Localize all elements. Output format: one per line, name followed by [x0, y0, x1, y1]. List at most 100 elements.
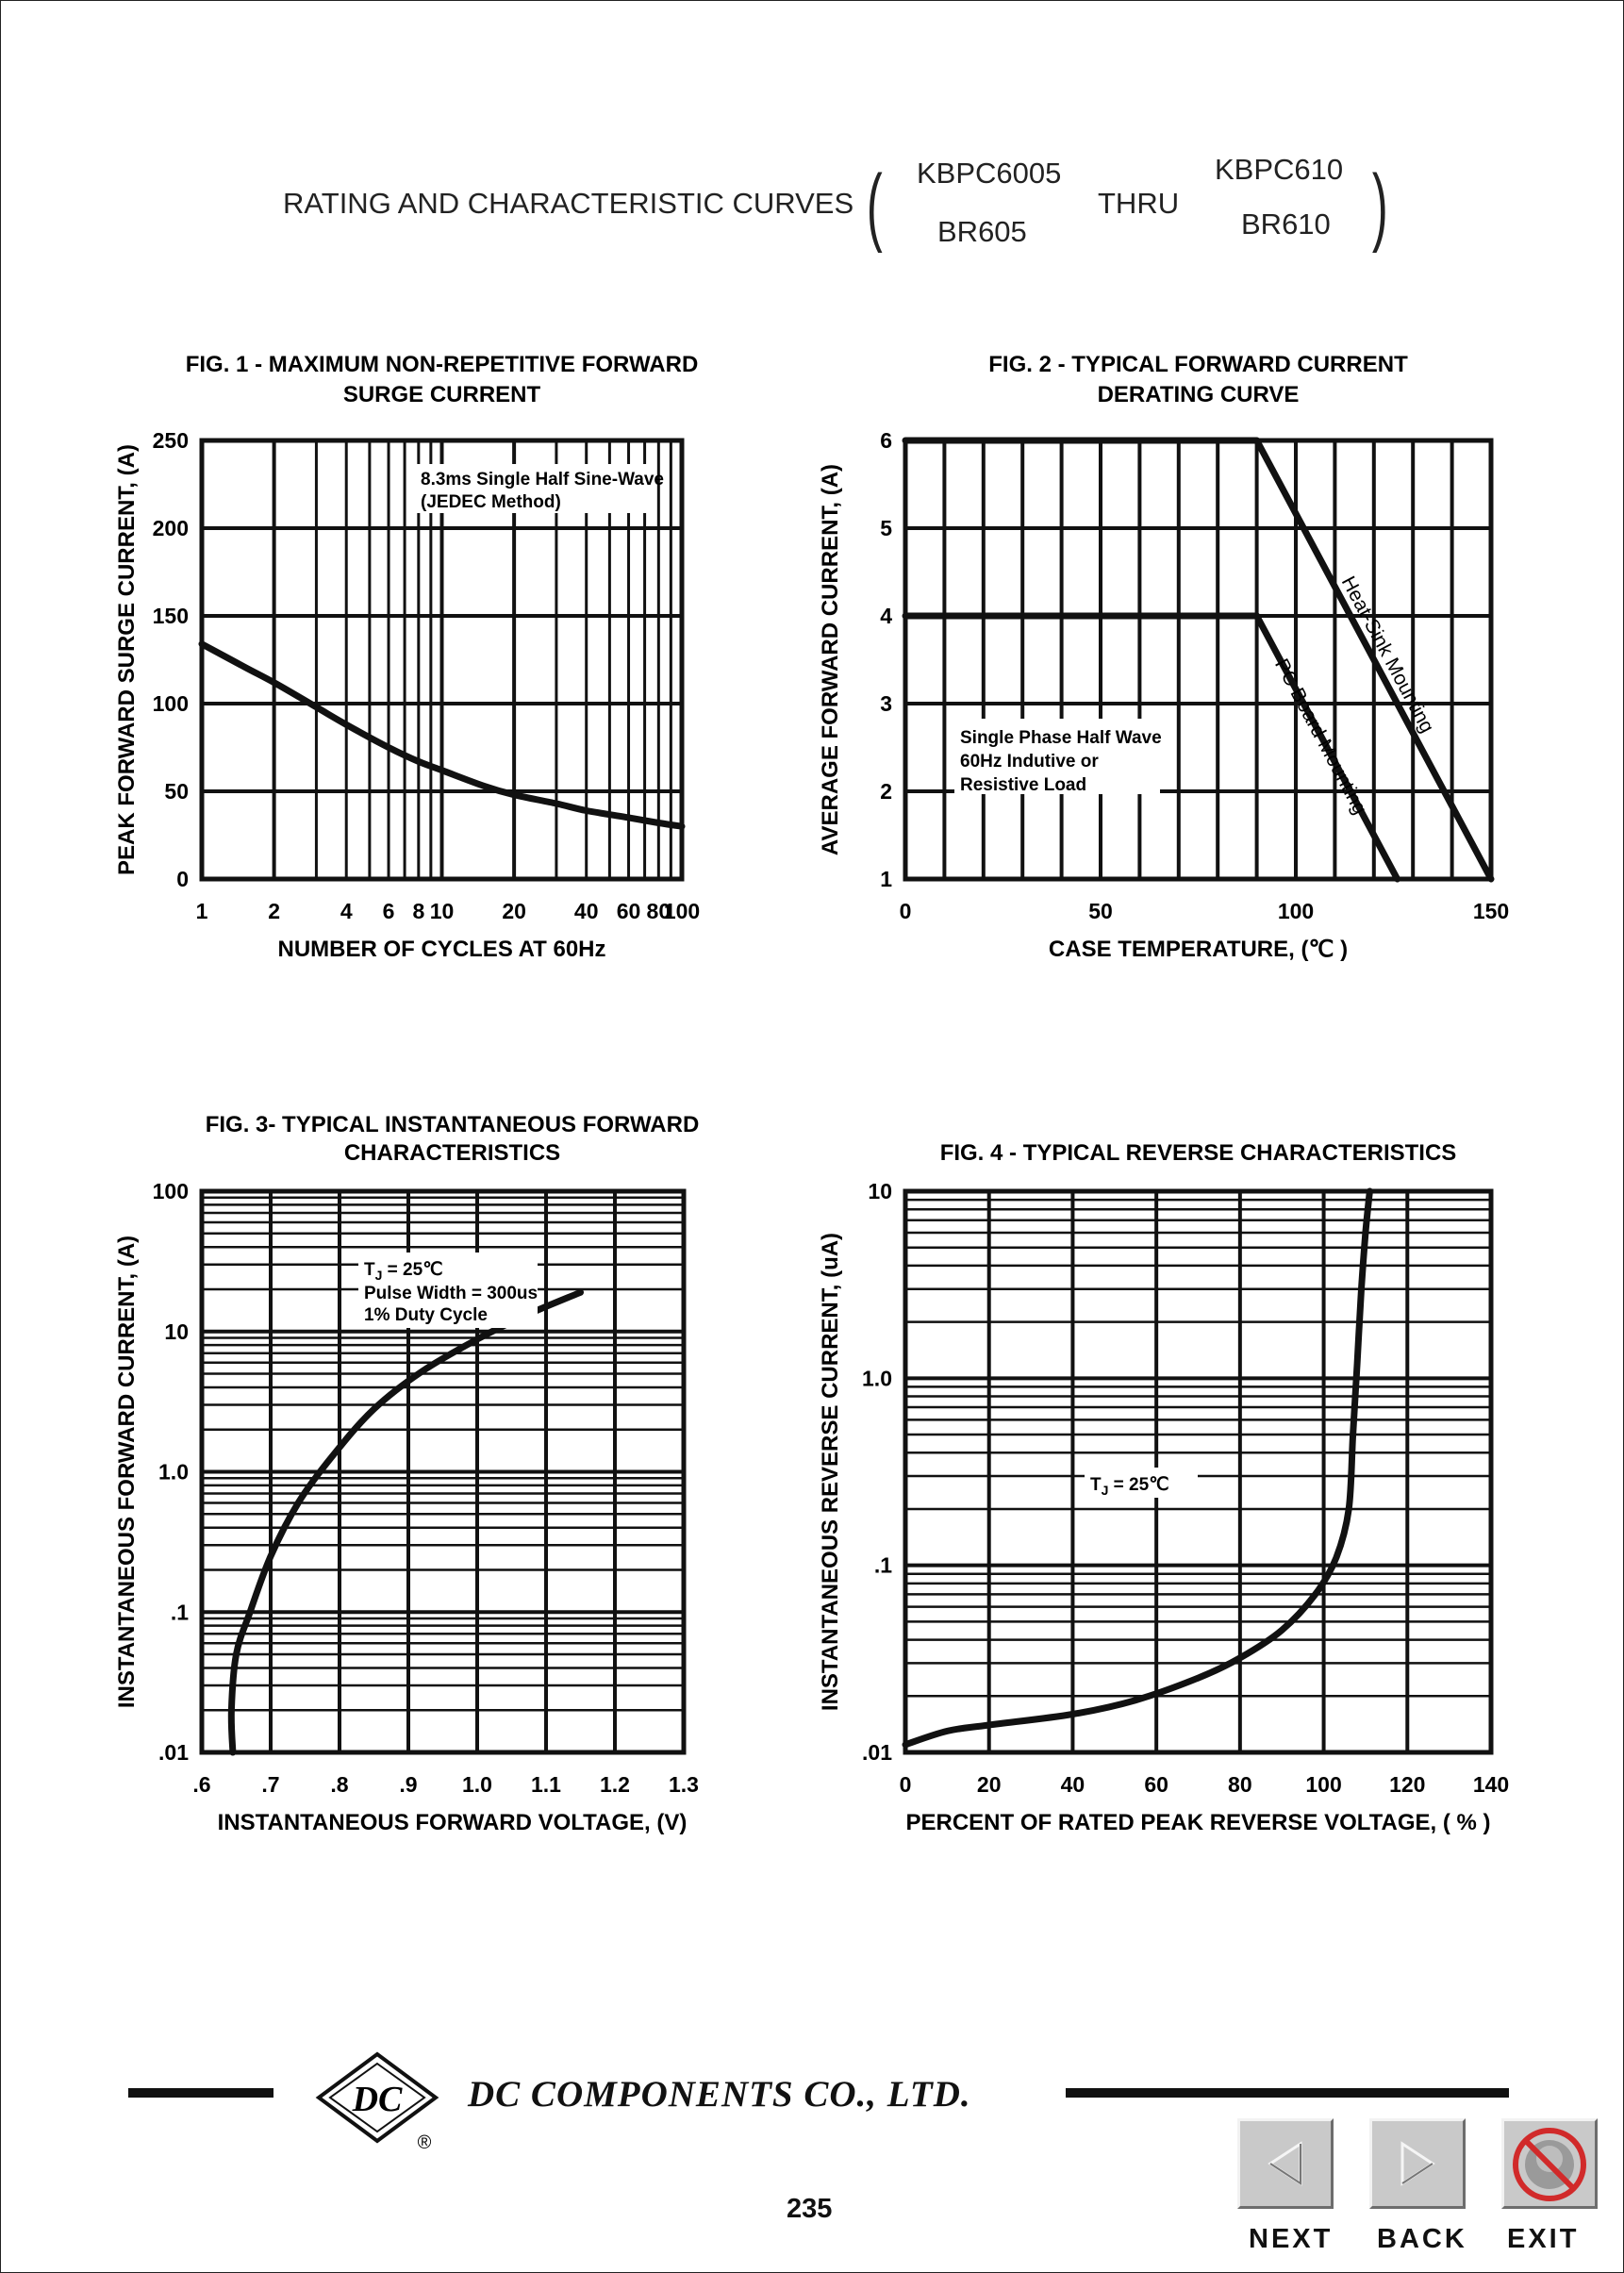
- y-axis-label: AVERAGE FORWARD CURRENT, (A): [818, 464, 843, 855]
- y-tick-label: 2: [880, 779, 892, 804]
- y-tick-label: 150: [153, 604, 189, 628]
- y-tick-label: 6: [880, 428, 892, 453]
- x-tick-label: 20: [502, 899, 526, 923]
- x-tick-label: 1: [196, 899, 208, 923]
- annotation-text: Pulse Width = 300us: [364, 1284, 538, 1303]
- y-tick-label: 1.0: [158, 1460, 189, 1485]
- annotation-text: 60Hz Indutive or: [960, 752, 1099, 771]
- x-tick-label: 100: [664, 899, 700, 923]
- y-axis-label: INSTANTANEOUS REVERSE CURRENT, (uA): [818, 1233, 843, 1711]
- annotation-text-part: = 25℃: [1108, 1475, 1168, 1495]
- x-axis-label: PERCENT OF RATED PEAK REVERSE VOLTAGE, (…: [905, 1810, 1490, 1835]
- x-tick-label: 0: [900, 899, 912, 923]
- arrow-right-icon: [1400, 2141, 1435, 2186]
- exit-button[interactable]: [1501, 2118, 1598, 2209]
- x-tick-label: 40: [574, 899, 599, 923]
- back-label[interactable]: BACK: [1377, 2224, 1467, 2254]
- part-number-kbpc610: KBPC610: [1215, 153, 1344, 186]
- x-tick-label: 140: [1473, 1772, 1509, 1797]
- y-axis-label: INSTANTANEOUS FORWARD CURRENT, (A): [114, 1236, 140, 1708]
- y-tick-label: .01: [158, 1740, 189, 1765]
- x-tick-label: 40: [1061, 1772, 1085, 1797]
- chart-title: FIG. 2 - TYPICAL FORWARD CURRENT: [988, 352, 1408, 377]
- annotation-text: TJ = 25℃: [364, 1260, 443, 1283]
- next-label[interactable]: NEXT: [1249, 2224, 1334, 2254]
- x-tick-label: 80: [1228, 1772, 1252, 1797]
- y-tick-label: .1: [874, 1553, 892, 1578]
- series-line: [902, 612, 1401, 883]
- x-tick-label: 2: [268, 899, 280, 923]
- part-number-br605: BR605: [937, 215, 1027, 248]
- annotation-text: 1% Duty Cycle: [364, 1305, 488, 1325]
- chart-title: DERATING CURVE: [1098, 382, 1300, 407]
- chart-title: SURGE CURRENT: [343, 382, 541, 407]
- x-tick-label: 1.0: [462, 1772, 492, 1797]
- y-tick-label: 100: [153, 1179, 189, 1203]
- annotation-text: 8.3ms Single Half Sine-Wave: [421, 470, 664, 489]
- series-label: Heat-Sink Mounting: [1337, 572, 1438, 737]
- plot-frame: [199, 1188, 687, 1755]
- series-line: [902, 1187, 1373, 1749]
- next-button[interactable]: [1237, 2118, 1334, 2209]
- x-tick-label: 80: [647, 899, 671, 923]
- arrow-left-icon: [1268, 2141, 1302, 2186]
- x-tick-label: .9: [399, 1772, 417, 1797]
- company-name: DC COMPONENTS CO., LTD.: [468, 2074, 971, 2115]
- back-button[interactable]: [1369, 2118, 1466, 2209]
- y-tick-label: .01: [862, 1740, 892, 1765]
- dc-logo-icon: DC ®: [315, 2051, 439, 2152]
- x-tick-label: 10: [430, 899, 455, 923]
- series-line: [227, 1288, 584, 1756]
- annotation-text: TJ = 25℃: [1090, 1475, 1169, 1498]
- exit-label[interactable]: EXIT: [1507, 2224, 1580, 2254]
- annotation-box: [415, 464, 656, 513]
- x-tick-label: 120: [1389, 1772, 1425, 1797]
- logo-rule-left: [128, 2088, 273, 2098]
- y-tick-label: 3: [880, 691, 892, 716]
- annotation-text-part: = 25℃: [382, 1260, 442, 1280]
- y-tick-label: 10: [164, 1319, 189, 1344]
- annotation-box: [1085, 1468, 1198, 1498]
- x-tick-label: 100: [1278, 899, 1314, 923]
- x-tick-label: 50: [1088, 899, 1113, 923]
- series-label: PC Board Mounting: [1270, 655, 1371, 819]
- svg-text:®: ®: [418, 2132, 432, 2152]
- x-tick-label: 6: [383, 899, 395, 923]
- x-axis-label: NUMBER OF CYCLES AT 60Hz: [277, 937, 605, 962]
- series-line: [902, 437, 1495, 883]
- open-paren: (: [866, 158, 883, 254]
- y-tick-label: 10: [868, 1179, 892, 1203]
- y-tick-label: 0: [176, 867, 189, 891]
- chart-title: CHARACTERISTICS: [344, 1140, 560, 1166]
- x-tick-label: 150: [1473, 899, 1509, 923]
- thru-label: THRU: [1098, 187, 1180, 220]
- y-tick-label: 1.0: [862, 1366, 892, 1390]
- x-tick-label: 20: [977, 1772, 1002, 1797]
- part-number-kbpc6005: KBPC6005: [917, 157, 1062, 190]
- annotation-text: (JEDEC Method): [421, 492, 561, 512]
- annotation-text-part: T: [364, 1260, 375, 1280]
- x-tick-label: 0: [900, 1772, 912, 1797]
- y-axis-label: PEAK FORWARD SURGE CURRENT, (A): [114, 444, 140, 875]
- x-tick-label: 60: [617, 899, 641, 923]
- chart-title: FIG. 3- TYPICAL INSTANTANEOUS FORWARD: [206, 1112, 700, 1137]
- y-tick-label: 5: [880, 516, 892, 540]
- annotation-box: [954, 719, 1160, 794]
- y-tick-label: .1: [171, 1600, 189, 1624]
- logo-rule-right: [1066, 2088, 1509, 2098]
- svg-text:DC: DC: [352, 2080, 403, 2119]
- y-tick-label: 4: [880, 604, 892, 628]
- x-tick-label: .7: [261, 1772, 279, 1797]
- x-tick-label: 1.1: [531, 1772, 561, 1797]
- chart-2: 0 50 100 150 1 2 3 4 5 6 FIG. 2 - TYPICAL FORWARD …: [818, 352, 1509, 962]
- x-tick-label: 4: [340, 899, 353, 923]
- page-number: 235: [787, 2194, 833, 2224]
- chart-title: FIG. 4 - TYPICAL REVERSE CHARACTERISTICS: [940, 1140, 1457, 1166]
- x-axis-label: INSTANTANEOUS FORWARD VOLTAGE, (V): [218, 1810, 688, 1835]
- annotation-box: [358, 1253, 538, 1328]
- x-tick-label: 60: [1144, 1772, 1168, 1797]
- annotation-text-part: T: [1090, 1475, 1102, 1495]
- y-tick-label: 250: [153, 428, 189, 453]
- plot-frame: [199, 438, 685, 882]
